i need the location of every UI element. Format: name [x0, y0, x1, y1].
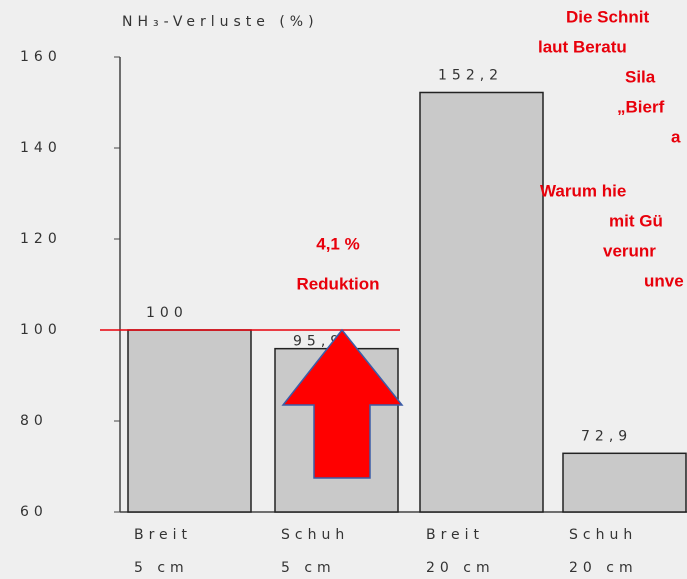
x-tick-label: 5 cm: [281, 560, 336, 576]
side-text: mit Gü: [609, 211, 663, 230]
side-text: unve: [644, 271, 684, 290]
x-tick-label: 20 cm: [426, 560, 495, 576]
y-tick-label: 60: [20, 504, 48, 520]
annotation: 4,1 %: [316, 234, 359, 253]
value-label: 72,9: [581, 428, 632, 444]
side-text: Warum hie: [540, 181, 626, 200]
y-tick-label: 80: [20, 413, 48, 429]
value-label: 100: [146, 305, 188, 321]
value-label: 95,9: [293, 334, 344, 350]
side-text: laut Beratu: [538, 37, 627, 56]
side-text: Sila: [625, 67, 656, 86]
side-text: verunr: [603, 241, 656, 260]
bar: [562, 452, 687, 513]
y-tick-label: 140: [20, 140, 62, 156]
x-tick-label: 20 cm: [569, 560, 638, 576]
side-text: a: [671, 127, 681, 146]
y-tick-label: 120: [20, 231, 62, 247]
chart-title: NH₃-Verluste (%): [122, 14, 319, 30]
x-tick-label: Breit: [426, 527, 484, 543]
side-text: „Bierf: [617, 97, 665, 116]
x-tick-label: Schuh: [281, 527, 349, 543]
bar: [127, 329, 252, 513]
side-text: Die Schnit: [566, 7, 649, 26]
x-tick-label: 5 cm: [134, 560, 189, 576]
x-tick-label: Schuh: [569, 527, 637, 543]
arrow: [281, 328, 404, 479]
bar: [419, 91, 544, 513]
y-tick-label: 100: [20, 322, 62, 338]
annotation: Reduktion: [296, 274, 379, 293]
value-label: 152,2: [438, 67, 503, 83]
y-tick-label: 160: [20, 49, 62, 65]
x-tick-label: Breit: [134, 527, 192, 543]
